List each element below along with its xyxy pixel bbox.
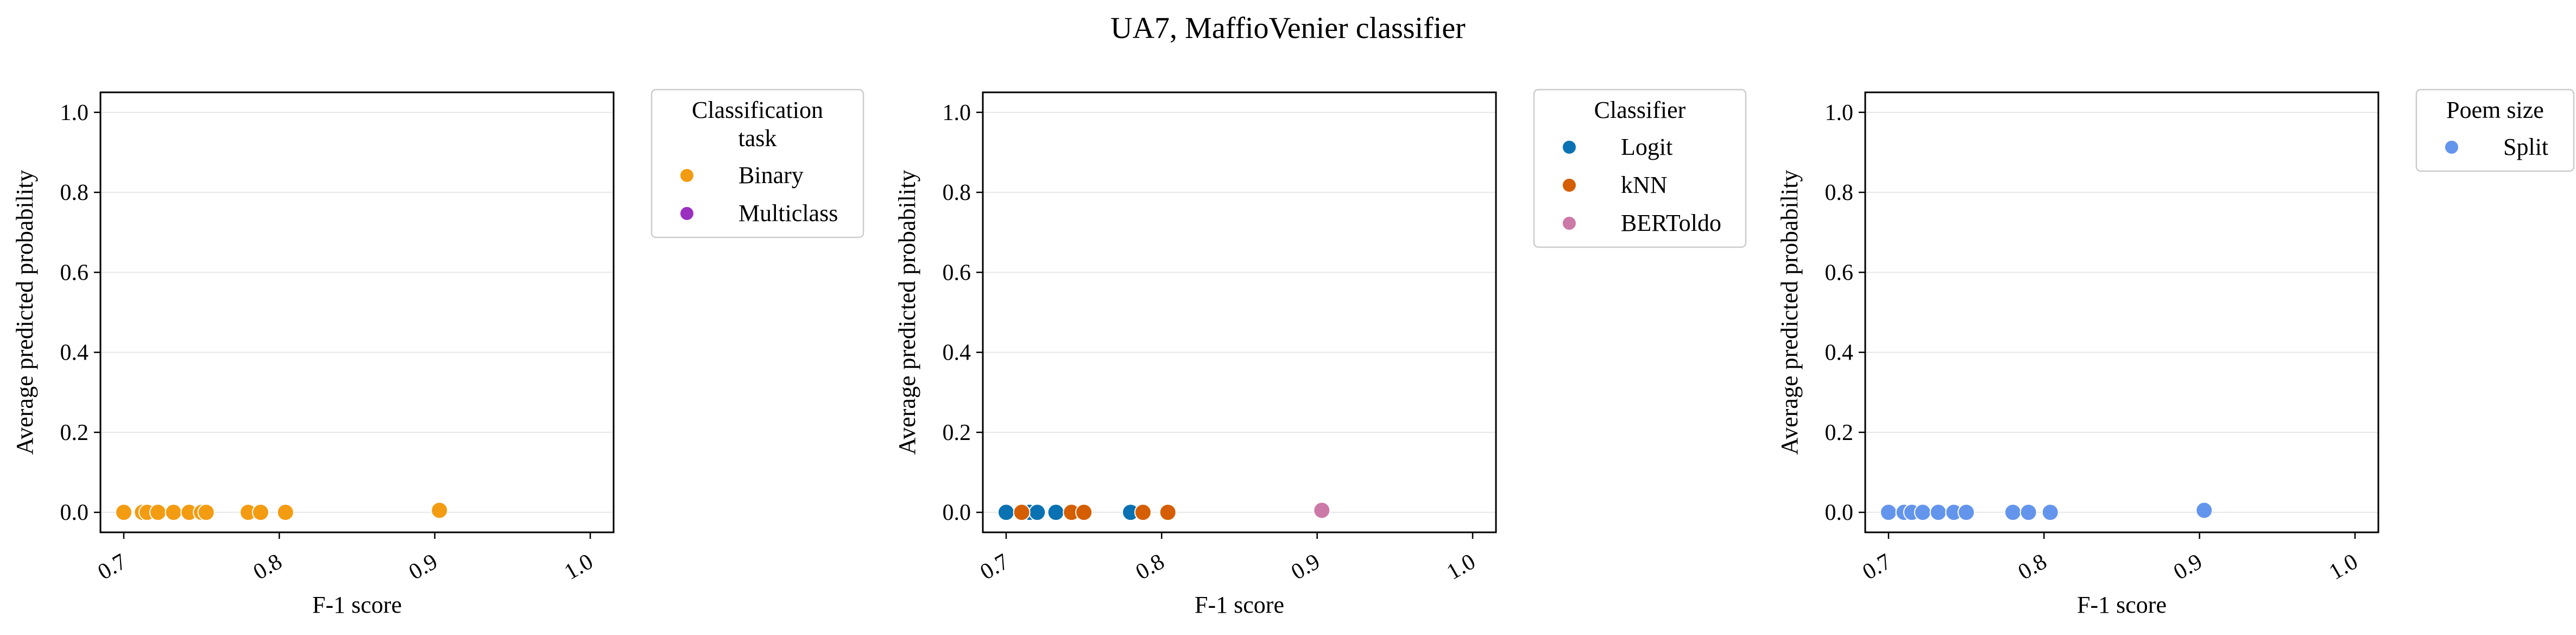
- legend: Classifier Logit kNN BERToldo: [1533, 89, 1747, 248]
- legend-title: task: [738, 125, 777, 152]
- y-tick-label: 0.8: [60, 180, 89, 205]
- data-point-knn: [1134, 504, 1152, 521]
- data-point-binary: [165, 504, 182, 521]
- legend-frame: [1533, 89, 1747, 248]
- legend-label: Multiclass: [738, 200, 838, 227]
- data-point-split: [2004, 504, 2022, 521]
- chart-panel-3: 0.0 0.2 0.4 0.6 0.8 1.0 0.7 0.8 0.9 1.0 F-1 score A…: [1776, 89, 2575, 618]
- legend-title: Classifier: [1594, 97, 1686, 123]
- x-tick-label: 1.0: [2325, 549, 2362, 585]
- chart-panel-1: 0.0 0.2 0.4 0.6 0.8 1.0 0.7 0.8 0.9 1.0 F-1 score A…: [11, 89, 864, 618]
- data-point-logit: [1047, 504, 1065, 521]
- y-tick-label: 0.6: [1825, 260, 1854, 285]
- legend-frame: [651, 89, 864, 238]
- x-tick-label: 0.9: [405, 549, 441, 585]
- x-tick-label: 0.7: [93, 549, 130, 585]
- legend-label: Binary: [738, 162, 804, 188]
- y-axis-label: Average predicted probability: [11, 170, 38, 455]
- legend-marker: [679, 206, 694, 221]
- data-point-knn: [1013, 504, 1031, 521]
- y-tick-label: 0.0: [60, 500, 89, 525]
- x-axis-label: F-1 score: [2077, 592, 2167, 618]
- legend-marker: [2444, 140, 2459, 155]
- data-point-logit: [997, 504, 1015, 521]
- x-tick-label: 1.0: [1443, 549, 1480, 585]
- y-tick-label: 1.0: [943, 100, 971, 125]
- y-axis-label: Average predicted probability: [1776, 170, 1803, 455]
- plot-area: [982, 91, 1497, 533]
- legend: Poem size Split: [2415, 89, 2575, 172]
- y-tick-label: 1.0: [60, 100, 89, 125]
- y-tick-label: 0.4: [943, 341, 971, 366]
- x-axis-label: F-1 score: [312, 592, 402, 618]
- x-tick-label: 1.0: [560, 549, 597, 585]
- data-point-split: [2041, 504, 2059, 521]
- plot-area: [99, 91, 615, 533]
- y-tick-label: 0.8: [1825, 180, 1854, 205]
- x-tick-label: 0.8: [2014, 549, 2051, 585]
- data-point-bertoldo: [1313, 501, 1331, 519]
- data-point-split: [1914, 504, 1931, 521]
- y-tick-label: 0.2: [943, 420, 971, 445]
- y-tick-label: 0.4: [60, 341, 89, 366]
- data-point-binary: [197, 504, 215, 521]
- data-point-binary: [251, 504, 269, 521]
- legend-marker: [1562, 178, 1577, 193]
- plot-area: [1864, 91, 2379, 533]
- y-tick-label: 0.8: [943, 180, 971, 205]
- legend-label: Logit: [1621, 134, 1672, 160]
- data-point-knn: [1159, 504, 1177, 521]
- legend-label: BERToldo: [1621, 210, 1721, 236]
- legend-label: Split: [2503, 134, 2548, 160]
- data-point-split: [2195, 501, 2213, 519]
- legend-title: Poem size: [2446, 97, 2544, 123]
- y-tick-label: 0.0: [1825, 500, 1854, 525]
- chart-panel-2: 0.0 0.2 0.4 0.6 0.8 1.0 0.7 0.8 0.9 1.0 F-1 score A…: [894, 89, 1747, 618]
- data-point-logit: [1028, 504, 1046, 521]
- data-point-knn: [1075, 504, 1093, 521]
- data-point-split: [1929, 504, 1947, 521]
- y-tick-label: 0.2: [1825, 420, 1854, 445]
- figure-title: UA7, MaffioVenier classifier: [1110, 11, 1466, 45]
- data-point-split: [1879, 504, 1897, 521]
- y-tick-label: 0.6: [60, 260, 89, 285]
- x-tick-label: 0.9: [1287, 549, 1324, 585]
- x-tick-label: 0.7: [976, 549, 1013, 585]
- data-point-split: [1958, 504, 1975, 521]
- data-point-split: [2019, 504, 2037, 521]
- y-axis-label: Average predicted probability: [894, 170, 920, 455]
- y-tick-label: 1.0: [1825, 100, 1854, 125]
- y-tick-label: 0.2: [60, 420, 89, 445]
- y-tick-label: 0.0: [943, 500, 971, 525]
- data-point-binary: [149, 504, 167, 521]
- data-point-binary: [276, 504, 294, 521]
- legend-marker: [679, 168, 694, 183]
- x-axis-label: F-1 score: [1195, 592, 1284, 618]
- data-point-binary: [115, 504, 132, 521]
- legend-marker: [1562, 216, 1577, 231]
- legend-label: kNN: [1621, 172, 1668, 198]
- data-point-binary: [431, 501, 449, 519]
- legend-marker: [1562, 140, 1577, 155]
- x-tick-label: 0.7: [1858, 549, 1895, 585]
- y-tick-label: 0.4: [1825, 341, 1854, 366]
- x-tick-label: 0.8: [249, 549, 286, 585]
- legend-title: Classification: [692, 97, 823, 123]
- y-tick-label: 0.6: [943, 260, 971, 285]
- x-tick-label: 0.8: [1132, 549, 1169, 585]
- x-tick-label: 0.9: [2169, 549, 2206, 585]
